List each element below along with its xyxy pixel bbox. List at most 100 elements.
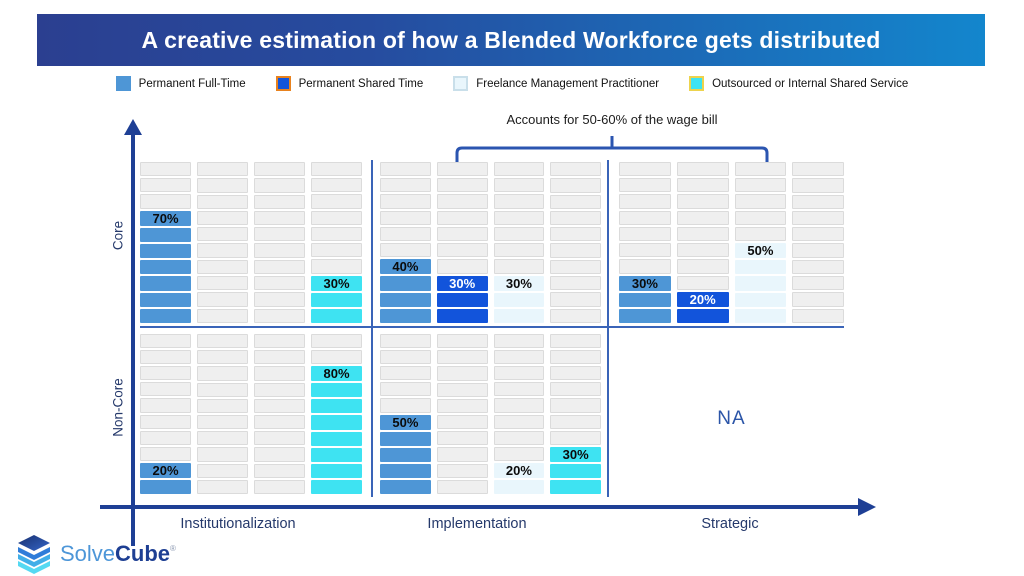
grid-cell — [311, 308, 362, 323]
grid-cell — [550, 463, 601, 478]
grid-cell — [380, 178, 431, 193]
grid-cell — [619, 259, 671, 274]
grid-cell — [380, 276, 431, 291]
grid-cell — [254, 178, 305, 193]
grid-cell — [197, 415, 248, 430]
grid-cell — [140, 227, 191, 242]
grid-cell — [676, 210, 729, 225]
quadrant-noncore-strategic-na: NA — [717, 408, 746, 429]
grid-cell — [493, 430, 545, 445]
grid-cell — [311, 162, 362, 177]
grid-cell — [311, 226, 362, 242]
percent-label-cell: 30% — [311, 275, 362, 291]
grid-cell — [734, 308, 787, 323]
grid-cell — [254, 366, 305, 381]
y-axis — [131, 134, 135, 546]
grid-cell — [619, 308, 671, 323]
legend-label: Outsourced or Internal Shared Service — [712, 77, 909, 90]
grid-cell — [380, 366, 431, 381]
percent-label-cell: 30% — [550, 446, 601, 462]
grid-cell — [436, 334, 488, 349]
legend-label: Freelance Management Practitioner — [476, 77, 660, 90]
legend-item-freelance-management-practitioner: Freelance Management Practitioner — [453, 76, 659, 91]
bar-column: 50% — [380, 334, 431, 494]
grid-cell — [436, 178, 488, 193]
bar-column: 20% — [493, 334, 545, 494]
grid-cell — [254, 227, 305, 242]
grid-cell — [493, 162, 545, 177]
x-label-strategic: Strategic — [701, 516, 759, 532]
bar-column: 70% — [140, 162, 191, 323]
grid-cell — [140, 334, 191, 349]
grid-cell — [493, 414, 545, 429]
page-title: A creative estimation of how a Blended W… — [141, 26, 881, 53]
grid-cell — [254, 334, 305, 349]
grid-cell — [254, 415, 305, 430]
grid-cell — [493, 334, 545, 349]
grid-cell — [676, 178, 729, 193]
grid-cell — [380, 210, 431, 225]
grid-cell — [254, 194, 305, 209]
vertical-divider-1 — [371, 160, 373, 497]
grid-cell — [436, 194, 488, 209]
grid-cell — [436, 366, 488, 381]
grid-cell — [550, 430, 601, 445]
grid-cell — [792, 276, 844, 291]
grid-cell — [493, 243, 545, 258]
grid-cell — [436, 308, 488, 323]
grid-cell — [254, 398, 305, 414]
grid-cell — [792, 210, 844, 226]
grid-cell — [140, 194, 191, 209]
bracket-icon — [455, 136, 769, 162]
grid-cell — [550, 178, 601, 193]
x-label-implementation: Implementation — [427, 516, 527, 532]
grid-cell — [197, 194, 248, 209]
percent-label-cell: 50% — [380, 414, 431, 430]
grid-cell — [311, 383, 362, 398]
grid-cell — [550, 276, 601, 291]
grid-cell — [140, 243, 191, 259]
grid-cell — [493, 366, 545, 381]
quadrant-core-implementation: 40% 30% 30% — [380, 162, 601, 323]
grid-cell — [676, 226, 729, 242]
y-axis-arrow-icon — [124, 119, 142, 135]
percent-label-cell: 40% — [380, 259, 431, 275]
legend-item-permanent-shared-time: Permanent Shared Time — [275, 76, 423, 91]
grid-cell — [140, 382, 191, 397]
grid-cell — [197, 463, 248, 478]
quadrant-core-institutionalization: 70% 30% — [140, 162, 362, 323]
percent-label-cell: 80% — [311, 366, 362, 382]
grid-cell — [436, 463, 488, 478]
solvecube-cube-icon — [18, 535, 50, 574]
title-bar: A creative estimation of how a Blended W… — [37, 14, 985, 66]
grid-cell — [550, 194, 601, 209]
grid-cell — [619, 210, 671, 225]
grid-cell — [197, 431, 248, 446]
grid-cell — [734, 292, 787, 307]
grid-cell — [493, 259, 545, 274]
grid-cell — [436, 162, 488, 177]
grid-cell — [792, 162, 844, 177]
grid-cell — [197, 162, 248, 177]
grid-cell — [380, 447, 431, 462]
grid-cell — [140, 260, 191, 275]
grid-cell — [676, 259, 729, 274]
grid-cell — [197, 447, 248, 462]
grid-cell — [493, 194, 545, 209]
grid-cell — [140, 162, 191, 177]
grid-cell — [792, 227, 844, 242]
bar-column — [197, 162, 248, 323]
grid-cell — [792, 194, 844, 209]
grid-cell — [550, 366, 601, 381]
grid-cell — [550, 292, 601, 307]
grid-cell — [140, 292, 191, 307]
grid-cell — [140, 178, 191, 193]
grid-cell — [676, 275, 729, 290]
horizontal-divider — [140, 326, 844, 328]
grid-cell — [197, 292, 248, 307]
grid-cell — [197, 178, 248, 193]
grid-cell — [311, 259, 362, 274]
percent-label-cell: 50% — [734, 243, 787, 259]
legend-swatch-outsourced — [689, 76, 705, 91]
grid-cell — [197, 210, 248, 226]
